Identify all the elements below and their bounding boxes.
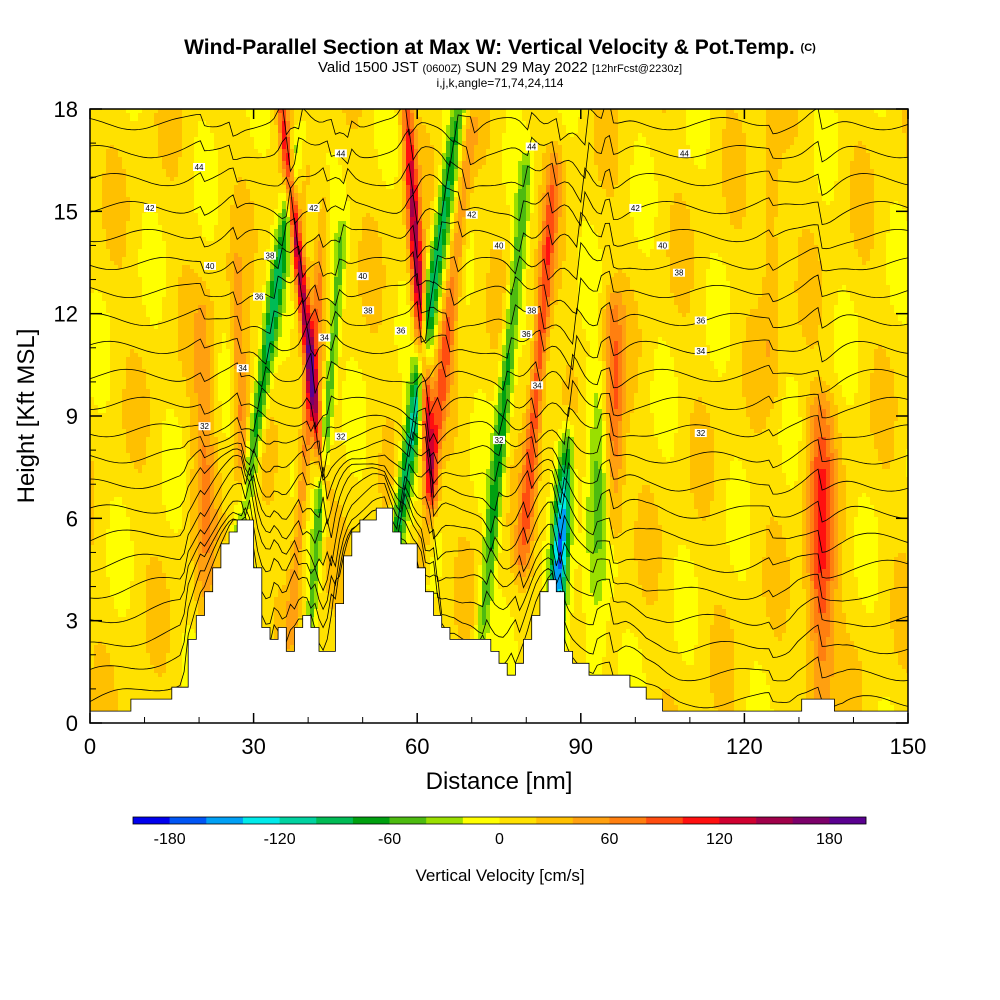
contour-label: 42: [631, 204, 640, 213]
contour-label: 32: [200, 422, 209, 431]
contour-label: 34: [533, 381, 542, 390]
x-axis-label: Distance [nm]: [426, 768, 573, 795]
contour-label: 38: [266, 252, 275, 261]
colorbar: -180 -120 -60 0 60 120 180: [133, 817, 866, 848]
y-tick-label: 3: [66, 609, 78, 634]
colorbar-swatch: [206, 817, 243, 824]
contour-label: 36: [396, 327, 405, 336]
contour-label: 40: [206, 262, 215, 271]
colorbar-tick-label: 120: [706, 831, 733, 848]
x-tick-label: 0: [84, 734, 96, 759]
colorbar-swatch: [719, 817, 756, 824]
contour-label: 38: [527, 306, 536, 315]
colorbar-swatch: [463, 817, 500, 824]
x-tick-label: 90: [569, 734, 593, 759]
colorbar-swatch: [390, 817, 427, 824]
x-tick-label: 30: [241, 734, 265, 759]
y-tick-label: 15: [54, 199, 78, 224]
colorbar-tick-label: 180: [816, 831, 843, 848]
colorbar-tick-label: -120: [264, 831, 296, 848]
colorbar-swatch: [573, 817, 610, 824]
contour-label: 44: [195, 163, 204, 172]
y-tick-label: 9: [66, 404, 78, 429]
colorbar-swatch: [280, 817, 317, 824]
colorbar-swatch: [793, 817, 830, 824]
contour-label: 44: [680, 149, 689, 158]
contour-label: 38: [364, 306, 373, 315]
contour-label: 36: [696, 316, 705, 325]
colorbar-tick-label: 0: [495, 831, 504, 848]
contour-label: 44: [336, 149, 345, 158]
colorbar-swatch: [243, 817, 280, 824]
colorbar-title: Vertical Velocity [cm/s]: [415, 866, 584, 885]
contour-label: 34: [320, 334, 329, 343]
colorbar-tick-label: 60: [601, 831, 619, 848]
contour-label: 38: [675, 269, 684, 278]
cross-section-chart: 3232 3232343434343636 36363838 3838404040 40…: [0, 0, 1000, 1000]
contour-label: 32: [495, 436, 504, 445]
colorbar-tick-label: -60: [378, 831, 401, 848]
contour-label: 42: [146, 204, 155, 213]
colorbar-tick-label: -180: [154, 831, 186, 848]
y-tick-label: 18: [54, 97, 78, 122]
colorbar-swatch: [756, 817, 793, 824]
colorbar-swatch: [829, 817, 866, 824]
contour-label: 32: [696, 429, 705, 438]
x-tick-label: 60: [405, 734, 429, 759]
contour-label: 34: [696, 347, 705, 356]
colorbar-swatch: [426, 817, 463, 824]
colorbar-swatch: [536, 817, 573, 824]
contour-label: 32: [336, 432, 345, 441]
y-tick-label: 6: [66, 506, 78, 531]
contour-label: 40: [495, 241, 504, 250]
colorbar-swatch: [683, 817, 720, 824]
x-tick-label: 120: [726, 734, 763, 759]
colorbar-swatch: [170, 817, 207, 824]
y-tick-label: 12: [54, 302, 78, 327]
contour-label: 36: [522, 330, 531, 339]
colorbar-swatch: [133, 817, 170, 824]
colorbar-swatch: [316, 817, 353, 824]
colorbar-swatch: [500, 817, 537, 824]
x-tick-label: 150: [890, 734, 927, 759]
contour-label: 34: [238, 364, 247, 373]
contour-label: 44: [527, 143, 536, 152]
y-axis-label: Height [Kft MSL]: [13, 329, 40, 504]
contour-label: 42: [309, 204, 318, 213]
colorbar-swatch: [353, 817, 390, 824]
colorbar-swatch: [646, 817, 683, 824]
colorbar-swatch: [609, 817, 646, 824]
contour-label: 42: [467, 211, 476, 220]
contour-label: 36: [255, 293, 264, 302]
contour-label: 40: [358, 272, 367, 281]
y-tick-label: 0: [66, 711, 78, 736]
contour-label: 40: [658, 241, 667, 250]
